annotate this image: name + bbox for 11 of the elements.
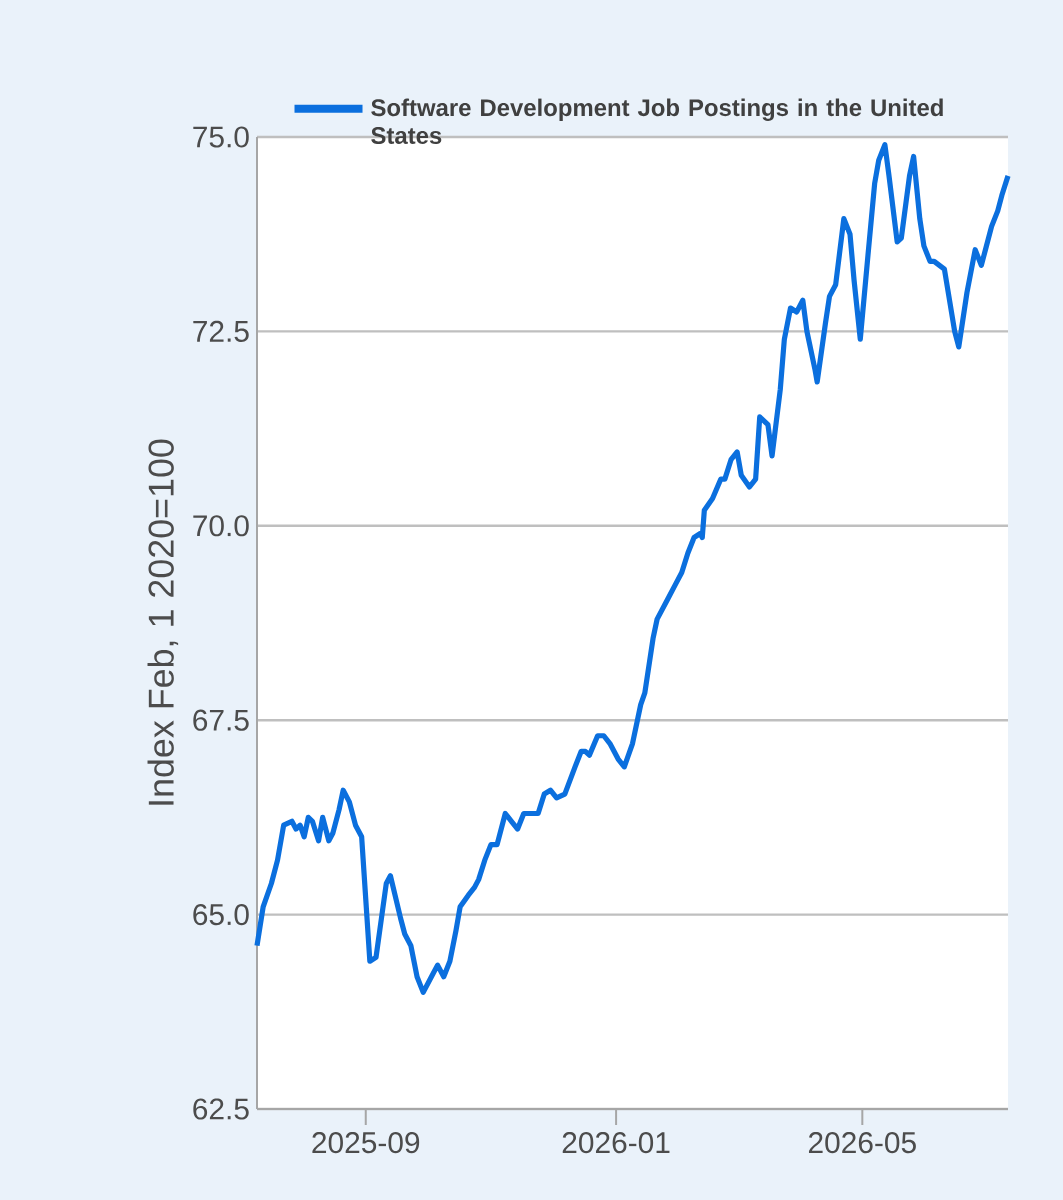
x-tick-label: 2025-09 <box>312 1132 420 1154</box>
y-axis-title: Index Feb, 1 2020=100 <box>147 439 179 805</box>
x-tick-label: 2026-05 <box>808 1132 916 1154</box>
y-tick-label: 70.0 <box>193 515 249 537</box>
y-tick-label: 62.5 <box>193 1098 249 1120</box>
y-tick-label: 72.5 <box>193 320 249 342</box>
x-tick-label: 2026-01 <box>562 1132 670 1154</box>
y-tick-label: 67.5 <box>193 709 249 731</box>
y-tick-label: 75.0 <box>193 126 249 148</box>
y-tick-label: 65.0 <box>193 904 249 926</box>
legend-label: Software Development Job Postings in the United States <box>371 98 943 145</box>
